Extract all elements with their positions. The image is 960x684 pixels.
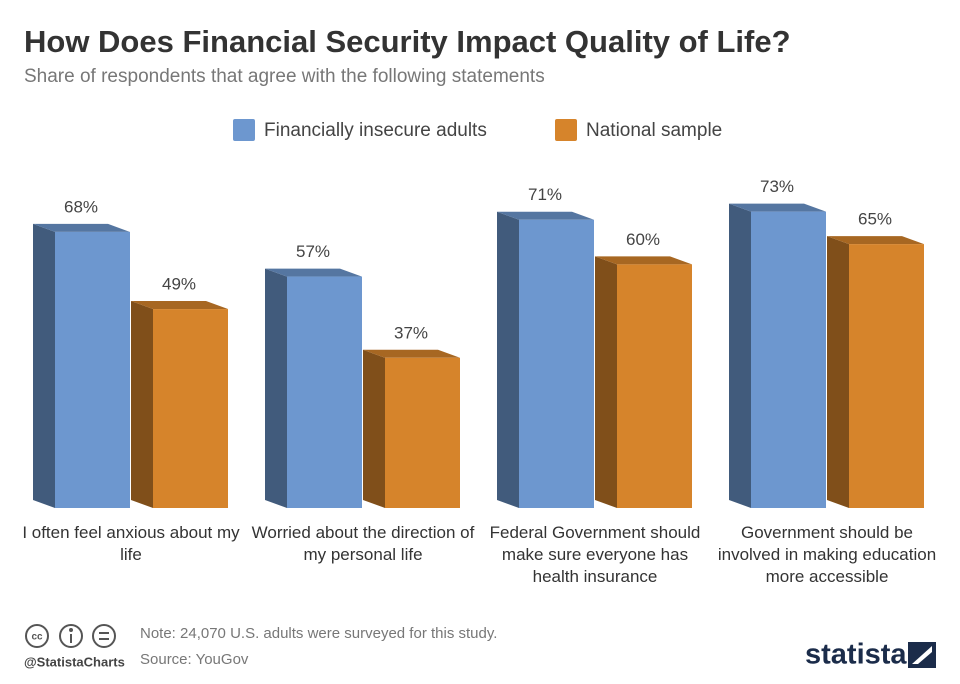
x-tick-label: Federal Government should make sure ever… [489, 523, 701, 586]
bar-top [827, 236, 924, 245]
bar-top [363, 349, 460, 358]
source: Source: YouGov [140, 651, 249, 668]
bar [55, 231, 130, 509]
value-label: 60% [626, 230, 660, 249]
value-label: 57% [296, 242, 330, 261]
note: Note: 24,070 U.S. adults were surveyed f… [140, 625, 497, 642]
bar-top [33, 223, 130, 232]
bar [153, 309, 228, 508]
legend-swatch [233, 119, 255, 141]
bar-side [827, 236, 849, 508]
bar-top [265, 268, 362, 277]
bar [617, 264, 692, 508]
legend-label: Financially insecure adults [264, 120, 487, 141]
svg-text:cc: cc [31, 632, 43, 643]
bar-side [729, 203, 751, 508]
value-label: 49% [162, 275, 196, 294]
value-label: 71% [528, 185, 562, 204]
bar-side [265, 268, 287, 508]
x-tick-label: I often feel anxious about my life [22, 523, 240, 564]
bar [849, 244, 924, 508]
bar-side [363, 349, 385, 508]
brand-logo: statista [805, 639, 907, 671]
bar-top [131, 301, 228, 310]
legend-label: National sample [586, 120, 722, 141]
brand-icon [908, 642, 936, 668]
legend-swatch [555, 119, 577, 141]
bar-side [595, 256, 617, 508]
bar-top [595, 256, 692, 265]
x-tick-label: Government should be involved in making … [717, 523, 937, 586]
value-label: 68% [64, 197, 98, 216]
bar [751, 211, 826, 508]
credit: @StatistaCharts [24, 654, 125, 669]
value-label: 37% [394, 323, 428, 342]
cc-icons: cc [25, 624, 116, 648]
x-tick-label: Worried about the direction of my person… [251, 523, 475, 564]
chart-title: How Does Financial Security Impact Quali… [24, 24, 791, 59]
bar [519, 219, 594, 509]
bar-side [33, 223, 55, 509]
value-label: 65% [858, 210, 892, 229]
bar [385, 357, 460, 508]
bar-top [729, 203, 826, 212]
bar-side [131, 301, 153, 508]
bar [287, 276, 362, 508]
bar-side [497, 211, 519, 509]
chart-subtitle: Share of respondents that agree with the… [24, 66, 545, 87]
value-label: 73% [760, 177, 794, 196]
bar-top [497, 211, 594, 220]
